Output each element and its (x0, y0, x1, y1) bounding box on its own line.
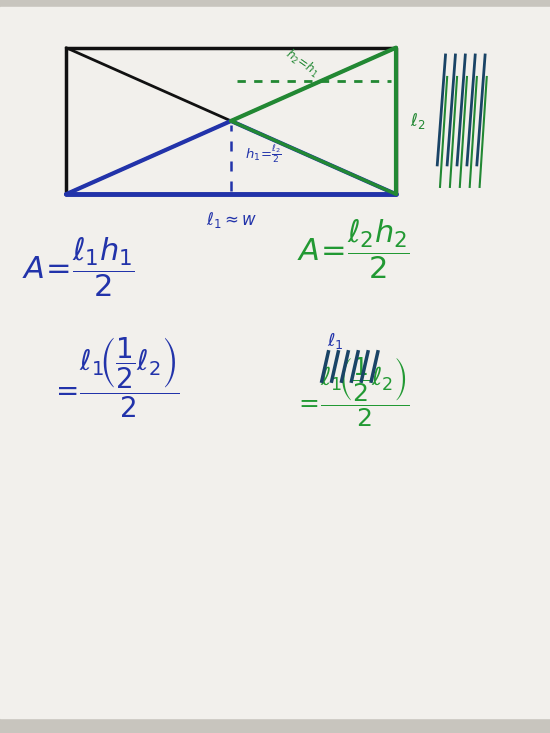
Text: $=\!\dfrac{\ell_1\!\left(\dfrac{1}{2}\ell_2\right)}{2}$: $=\!\dfrac{\ell_1\!\left(\dfrac{1}{2}\el… (294, 356, 410, 429)
Text: $A\!=\!\dfrac{\ell_1 h_1}{2}$: $A\!=\!\dfrac{\ell_1 h_1}{2}$ (22, 236, 135, 299)
Text: $\ell_1$: $\ell_1$ (327, 331, 344, 351)
Text: $h_2\!=\!h_1$: $h_2\!=\!h_1$ (283, 46, 322, 81)
Text: $\ell_1 \approx w$: $\ell_1 \approx w$ (206, 210, 256, 230)
Text: $A\!=\!\dfrac{\ell_2 h_2}{2}$: $A\!=\!\dfrac{\ell_2 h_2}{2}$ (297, 218, 410, 281)
Text: $\ell_2$: $\ell_2$ (410, 111, 425, 131)
Text: $=\!\dfrac{\ell_1\!\left(\dfrac{1}{2}\ell_2\right)}{2}$: $=\!\dfrac{\ell_1\!\left(\dfrac{1}{2}\el… (50, 335, 179, 420)
Text: $h_1\!=\!\frac{\ell_2}{2}$: $h_1\!=\!\frac{\ell_2}{2}$ (245, 142, 282, 166)
